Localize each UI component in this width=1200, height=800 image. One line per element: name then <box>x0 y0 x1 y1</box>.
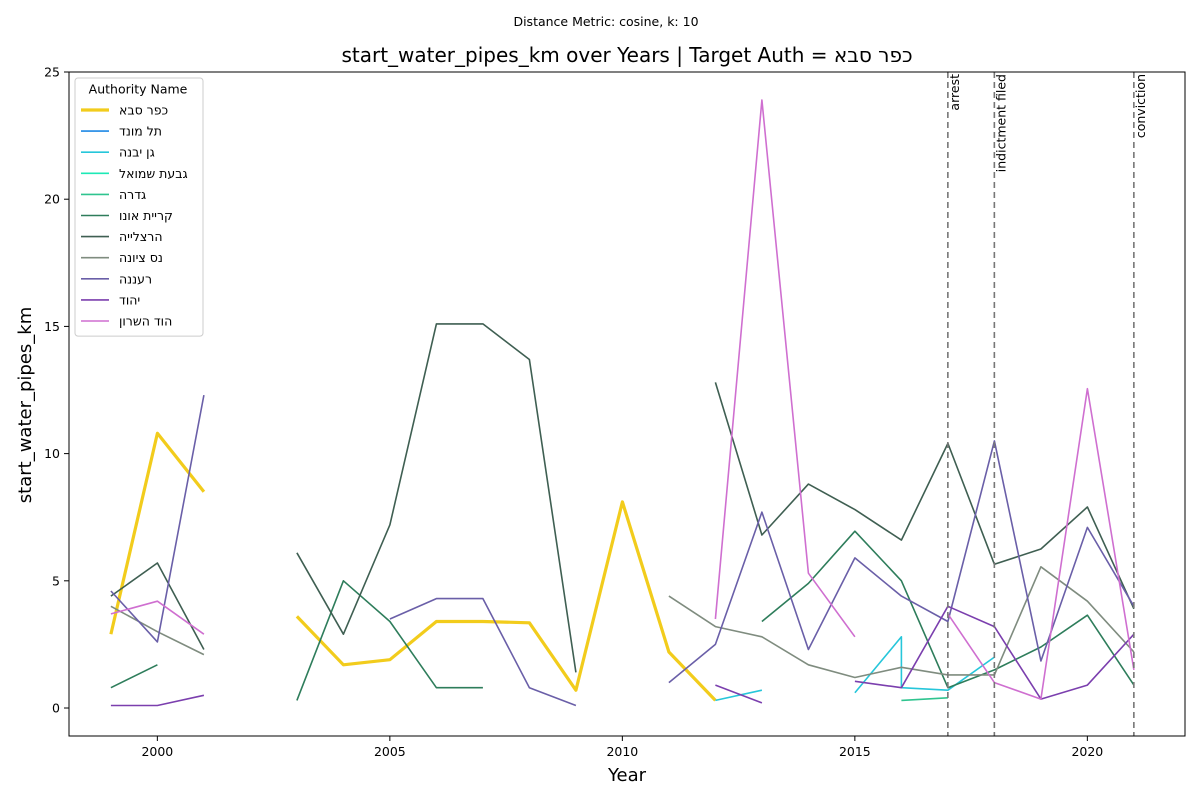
y-tick-label-1: 5 <box>52 573 60 588</box>
series-line-10 <box>110 99 1135 700</box>
series-5-segment-1 <box>296 579 483 701</box>
series-10-segment-2 <box>947 387 1135 700</box>
x-tick-label-3: 2015 <box>839 744 871 759</box>
x-tick-label-1: 2005 <box>374 744 406 759</box>
series-line-0 <box>109 431 717 702</box>
series-8-segment-1 <box>389 597 577 707</box>
legend-label-10: הוד השרון <box>119 314 172 329</box>
y-tick-label-3: 15 <box>44 319 60 334</box>
series-0-segment-1 <box>295 500 717 702</box>
legend-label-1: תל מונד <box>119 124 162 139</box>
series-10-segment-0 <box>110 600 205 635</box>
y-tick-label-4: 20 <box>44 192 60 207</box>
series-line-6 <box>110 323 1135 673</box>
event-label-1: indictment filed <box>993 74 1008 172</box>
legend-label-4: גדרה <box>119 187 146 202</box>
series-2-segment-0 <box>715 689 763 702</box>
series-9-segment-0 <box>110 694 205 707</box>
series-9-segment-1 <box>715 684 763 704</box>
y-tick-label-0: 0 <box>52 701 60 716</box>
x-tick-label-4: 2020 <box>1071 744 1103 759</box>
legend-label-8: רעננה <box>119 271 152 286</box>
axes-frame <box>68 71 1186 737</box>
legend-label-6: הרצלייה <box>119 229 163 244</box>
plot-background <box>69 72 1185 736</box>
legend-title: Authority Name <box>89 82 188 97</box>
series-5-segment-0 <box>110 664 158 689</box>
x-tick-label-0: 2000 <box>141 744 173 759</box>
event-label-0: arrest <box>947 74 962 111</box>
series-line-8 <box>110 394 1135 707</box>
figure-suptitle: Distance Metric: cosine, k: 10 <box>513 14 698 29</box>
x-axis-label: Year <box>607 765 647 786</box>
series-6-segment-0 <box>110 562 205 650</box>
series-line-7 <box>110 565 1135 679</box>
legend: Authority Name כפר סבא תל מונד גן יבנה גבעת … <box>74 77 204 337</box>
series-0-segment-0 <box>109 431 206 635</box>
series-4-segment-0 <box>901 697 948 702</box>
series-6-segment-2 <box>714 382 1135 610</box>
series-8-segment-0 <box>110 394 205 643</box>
x-tick-label-2: 2010 <box>606 744 638 759</box>
y-axis-label: start_water_pipes_km <box>15 307 36 503</box>
legend-label-7: נס ציונה <box>119 250 163 265</box>
series-7-segment-0 <box>110 605 205 656</box>
series-8-segment-2 <box>668 440 1135 684</box>
series-6-segment-1 <box>296 323 577 673</box>
y-tick-label-2: 10 <box>44 446 60 461</box>
legend-label-9: יהוד <box>119 292 140 307</box>
legend-label-0: כפר סבא <box>119 103 168 118</box>
legend-label-2: גן יבנה <box>119 145 155 160</box>
y-tick-label-5: 25 <box>44 65 60 80</box>
legend-label-3: גבעת שמואל <box>119 166 188 181</box>
legend-box <box>74 77 204 337</box>
series-10-segment-1 <box>714 99 856 638</box>
series-line-4 <box>901 697 948 702</box>
chart-title: start_water_pipes_km over Years | Target… <box>341 43 912 67</box>
legend-label-5: קריית אונו <box>119 208 173 223</box>
series-7-segment-1 <box>668 565 1135 679</box>
event-label-2: conviction <box>1133 74 1148 138</box>
